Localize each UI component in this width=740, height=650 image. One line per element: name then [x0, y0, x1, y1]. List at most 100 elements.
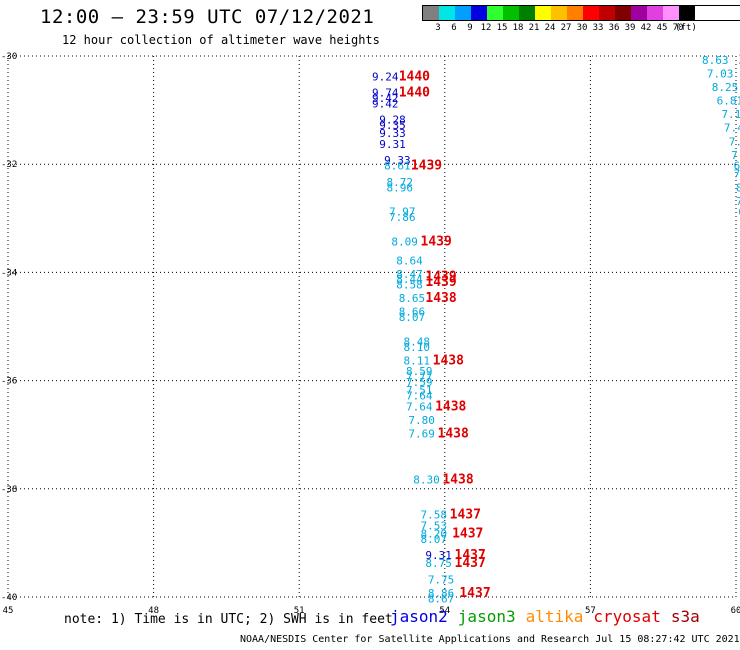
legend-label: 15	[496, 23, 508, 33]
legend-label: 18	[512, 23, 524, 33]
swh-value-label: 9.31	[425, 549, 452, 562]
pass-time-label: 1438	[433, 353, 464, 368]
swh-value-label: 7.97	[389, 206, 416, 219]
swh-value-label: 9.33	[384, 154, 411, 167]
swh-value-label: 9.31	[379, 138, 406, 151]
swh-value-label: 6	[738, 206, 740, 219]
swh-value-label: 8.09	[391, 235, 418, 248]
satellite-cryosat: cryosat	[593, 607, 661, 626]
swh-value-label: 9.24	[372, 70, 399, 83]
swh-value-label: 7.58	[421, 509, 448, 522]
swh-value-label: 8.25	[712, 81, 739, 94]
legend-swatch	[503, 6, 519, 20]
swh-value-label: 8.07	[399, 311, 426, 324]
legend-label: 9	[467, 23, 473, 33]
swh-value-label: 9.28	[379, 114, 406, 127]
y-tick-label: -36	[1, 377, 17, 387]
x-tick-label: 48	[148, 606, 159, 616]
swh-value-label: 8.64	[396, 254, 423, 267]
legend-swatch	[663, 6, 679, 20]
swh-value-label: 8.96	[387, 181, 414, 194]
swh-value-label: 9.42	[372, 97, 399, 110]
pass-time-label: 1440	[399, 69, 430, 84]
legend-label: 30	[576, 23, 588, 33]
swh-value-label: 7.64	[406, 390, 433, 403]
x-tick-label: 54	[439, 606, 450, 616]
legend-label: 6	[451, 23, 457, 33]
legend-swatch	[535, 6, 551, 20]
swh-value-label: 7.86	[389, 211, 416, 224]
swh-value-label: 7.18	[721, 108, 740, 121]
swh-value-label: 7.40	[724, 122, 740, 135]
legend-swatch	[487, 6, 503, 20]
legend-swatch	[551, 6, 567, 20]
swh-value-label: 8.47	[396, 268, 423, 281]
legend-swatch	[423, 6, 439, 20]
swh-value-label: 7.03	[707, 68, 734, 81]
swh-value-label: 8.44	[396, 273, 423, 286]
legend-label: 36	[608, 23, 620, 33]
swh-value-label: 8.61	[384, 160, 411, 173]
pass-time-label: 1	[738, 53, 740, 68]
legend-swatch	[583, 6, 599, 20]
swh-value-label: 8.86	[428, 587, 455, 600]
pass-time-label: 1440	[399, 86, 430, 101]
legend-label: 70	[672, 23, 684, 33]
y-tick-label: -38	[1, 485, 17, 495]
pass-time-label: 1438	[425, 291, 456, 306]
legend-label: 3	[435, 23, 441, 33]
swh-value-label: 7.53	[421, 519, 448, 532]
swh-value-label: 8.48	[404, 335, 431, 348]
pass-time-label: 1439	[411, 159, 442, 174]
swh-value-label: 8.75	[425, 557, 452, 570]
swh-value-label: 7.	[736, 195, 740, 208]
pass-time-label: 1439	[421, 234, 452, 249]
legend-swatch	[647, 6, 663, 20]
swh-value-label: 8.63	[702, 54, 729, 67]
graticule	[7, 55, 737, 598]
swh-value-label: 8.11	[404, 354, 431, 367]
swh-value-label: 8.20	[421, 527, 448, 540]
swh-value-label: 7.80	[408, 414, 435, 427]
x-tick-label: 45	[3, 606, 14, 616]
pass-time-label: 1437	[455, 556, 486, 571]
legend-label: 39	[624, 23, 636, 33]
swh-value-label: 7.69	[408, 427, 435, 440]
map-subtitle: 12 hour collection of altimeter wave hei…	[62, 33, 380, 47]
satellite-legend: jason2 jason3 altika cryosat s3a	[390, 607, 710, 626]
pass-time-label: 1438	[435, 399, 466, 414]
legend-label: 27	[560, 23, 572, 33]
swh-value-label: 8.72	[387, 176, 414, 189]
legend-swatch	[599, 6, 615, 20]
swh-value-label: 7.64	[406, 400, 433, 413]
swh-value-label: 6.81	[717, 95, 740, 108]
legend-swatch	[615, 6, 631, 20]
swh-value-label: 7.1	[734, 168, 740, 181]
legend-label: (ft)	[675, 23, 697, 33]
pass-time-label: 1439	[425, 270, 456, 285]
map-title: 12:00 – 23:59 UTC 07/12/2021	[40, 6, 375, 28]
y-tick-label: -40	[1, 593, 17, 603]
legend-swatch	[439, 6, 455, 20]
satellite-s3a: s3a	[670, 607, 700, 626]
satellite-jason3: jason3	[457, 607, 516, 626]
legend-swatch	[679, 6, 695, 20]
legend-label: 33	[592, 23, 604, 33]
swh-value-label: 7.77	[406, 371, 433, 384]
legend-labels: 3 6 9 12 15 18 21 24 27 30 33 36 39 42 45 70 (ft)	[422, 21, 740, 33]
swh-value-label: 7.3	[731, 149, 740, 162]
pass-time-label: 1437	[452, 526, 483, 541]
pass-time-label: 1437	[455, 548, 486, 563]
swh-value-label: 7.59	[406, 376, 433, 389]
x-tick-label: 57	[585, 606, 596, 616]
swh-value-label: 9.74	[372, 87, 399, 100]
legend-label: 24	[544, 23, 556, 33]
footnote: note: 1) Time is in UTC; 2) SWH is in fe…	[64, 612, 393, 627]
legend-swatch	[471, 6, 487, 20]
swh-value-label: 6.5	[734, 160, 740, 173]
satellite-altika: altika	[525, 607, 584, 626]
y-tick-label: -34	[1, 268, 17, 278]
x-tick-label: 51	[294, 606, 305, 616]
legend-label: 45	[656, 23, 668, 33]
